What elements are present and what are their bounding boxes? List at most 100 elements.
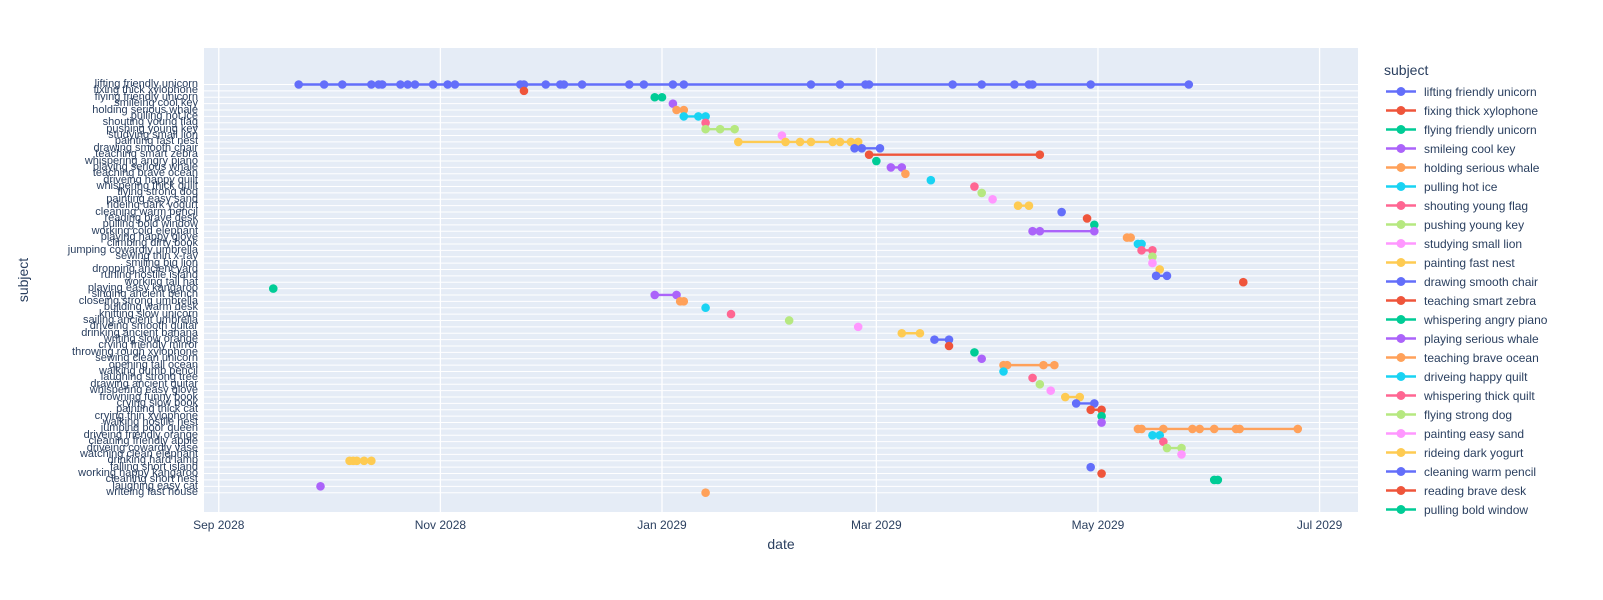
legend-item[interactable]: pulling bold window [1384,500,1547,519]
data-point[interactable] [672,290,681,300]
legend-item[interactable]: teaching smart zebra [1384,291,1547,310]
data-point[interactable] [679,80,689,89]
data-point[interactable] [367,456,376,466]
data-point[interactable] [977,188,987,198]
data-point[interactable] [337,80,347,89]
data-point[interactable] [897,328,907,338]
data-point[interactable] [1238,277,1248,287]
data-point[interactable] [864,80,874,89]
data-point[interactable] [443,80,452,89]
data-point[interactable] [1035,379,1045,389]
data-point[interactable] [857,143,867,153]
data-point[interactable] [915,328,925,338]
legend-item[interactable]: fixing thick xylophone [1384,101,1547,120]
data-point[interactable] [1028,80,1037,89]
data-point[interactable] [679,105,689,115]
data-point[interactable] [875,143,885,153]
data-point[interactable] [1075,392,1085,402]
data-point[interactable] [1024,201,1034,210]
data-point[interactable] [864,150,874,159]
data-point[interactable] [1086,462,1095,472]
data-point[interactable] [977,354,987,364]
data-point[interactable] [1188,424,1197,434]
legend-item[interactable]: pulling hot ice [1384,177,1547,196]
data-point[interactable] [835,80,845,89]
data-point[interactable] [1035,150,1045,159]
data-point[interactable] [701,112,710,121]
plot-area[interactable] [204,48,1358,512]
data-point[interactable] [1082,214,1092,223]
data-point[interactable] [1126,233,1135,242]
data-point[interactable] [657,92,667,102]
data-point[interactable] [1148,246,1157,255]
legend-item[interactable]: reading brave desk [1384,481,1547,500]
data-point[interactable] [715,124,725,134]
data-point[interactable] [1028,226,1037,236]
data-point[interactable] [639,80,649,89]
data-point[interactable] [1046,386,1056,395]
legend-item[interactable]: smileing cool key [1384,139,1547,158]
data-point[interactable] [1159,424,1168,434]
data-point[interactable] [1013,201,1023,210]
data-point[interactable] [970,182,979,191]
data-point[interactable] [403,80,412,89]
data-point[interactable] [1155,430,1165,440]
data-point[interactable] [901,169,910,179]
data-point[interactable] [1148,430,1157,440]
data-point[interactable] [1002,360,1012,370]
legend-item[interactable]: painting easy sand [1384,424,1547,443]
data-point[interactable] [1177,450,1186,459]
data-point[interactable] [1060,392,1070,402]
data-point[interactable] [625,80,634,89]
data-point[interactable] [1177,443,1186,453]
data-point[interactable] [1071,399,1081,408]
data-point[interactable] [1184,80,1194,89]
data-point[interactable] [1293,424,1303,434]
data-point[interactable] [1050,360,1059,370]
data-point[interactable] [450,80,460,89]
data-point[interactable] [1162,271,1172,281]
data-point[interactable] [1057,207,1066,217]
data-point[interactable] [806,137,816,147]
data-point[interactable] [1039,360,1048,370]
data-point[interactable] [701,118,710,128]
data-point[interactable] [1235,424,1244,434]
data-point[interactable] [1148,258,1157,268]
data-point[interactable] [294,80,304,89]
data-point[interactable] [944,335,954,344]
data-point[interactable] [1090,399,1099,408]
data-point[interactable] [577,80,587,89]
legend-item[interactable]: rideing dark yogurt [1384,443,1547,462]
data-point[interactable] [1035,226,1045,236]
legend-item[interactable]: studying small lion [1384,234,1547,253]
data-point[interactable] [1086,405,1095,415]
legend-item[interactable]: painting fast nest [1384,253,1547,272]
data-point[interactable] [352,456,362,466]
data-point[interactable] [701,488,710,497]
data-point[interactable] [781,137,790,147]
data-point[interactable] [519,86,529,96]
data-point[interactable] [730,124,739,134]
legend-item[interactable]: lifting friendly unicorn [1384,82,1547,101]
data-point[interactable] [1213,475,1223,485]
data-point[interactable] [428,80,438,89]
data-point[interactable] [694,112,703,121]
data-point[interactable] [1086,80,1095,89]
legend-item[interactable]: flying strong dog [1384,405,1547,424]
legend-item[interactable]: whispering thick quilt [1384,386,1547,405]
data-point[interactable] [1090,220,1099,230]
data-point[interactable] [897,163,907,172]
legend-item[interactable]: shouting young flag [1384,196,1547,215]
data-point[interactable] [396,80,405,89]
data-point[interactable] [726,309,736,319]
data-point[interactable] [1097,418,1106,427]
data-point[interactable] [650,92,660,102]
data-point[interactable] [410,80,420,89]
data-point[interactable] [316,482,325,491]
data-point[interactable] [1010,80,1019,89]
data-point[interactable] [1148,252,1157,262]
data-point[interactable] [650,290,660,300]
data-point[interactable] [541,80,551,89]
legend-item[interactable]: playing serious whale [1384,329,1547,348]
data-point[interactable] [1097,411,1106,421]
